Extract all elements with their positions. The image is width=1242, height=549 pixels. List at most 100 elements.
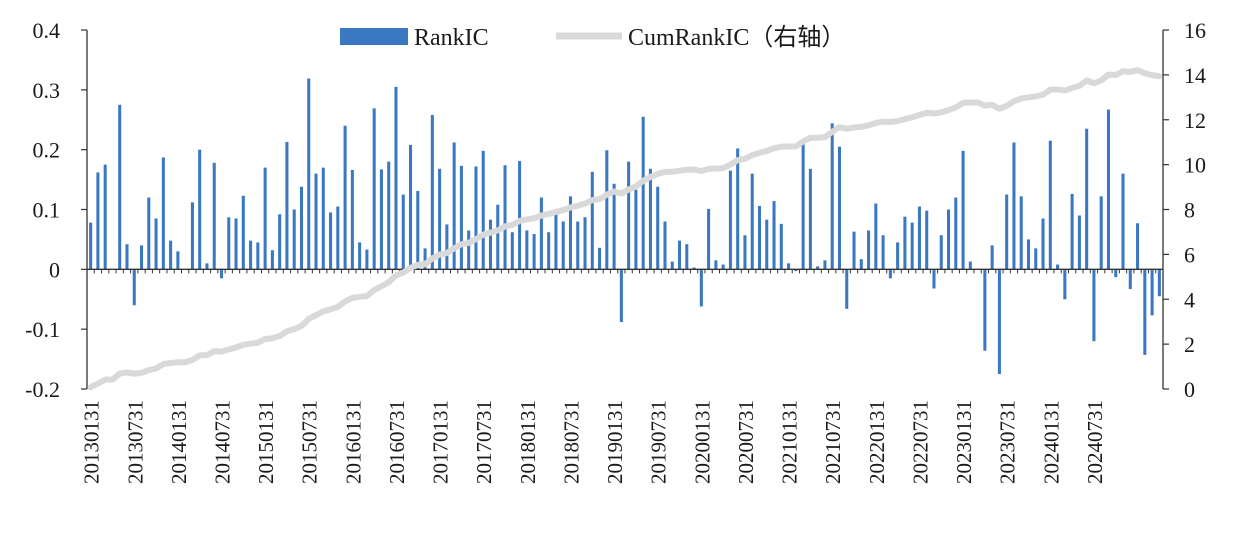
rankic-bar: [132, 269, 136, 306]
rankic-bar: [619, 269, 623, 322]
rankic-bar: [801, 138, 805, 270]
legend: RankIC CumRankIC（右轴）: [340, 24, 845, 51]
rankic-bar: [1092, 269, 1096, 342]
rankic-bar: [837, 146, 841, 270]
axes: [86, 30, 1164, 389]
x-tick-label: 20180131: [516, 400, 540, 484]
rankic-bar: [336, 206, 340, 270]
rankic-bar: [1041, 218, 1045, 270]
rankic-bar: [816, 266, 820, 270]
rankic-bar: [656, 186, 660, 270]
rankic-bar: [496, 204, 500, 270]
rankic-bar: [728, 170, 732, 270]
rankic-bar: [859, 259, 863, 270]
rankic-bar: [641, 116, 645, 270]
rankic-bar: [714, 260, 718, 270]
rankic-bar: [263, 167, 267, 270]
rankic-bar: [721, 264, 725, 270]
rankic-bar: [881, 235, 885, 270]
right-y-tick-label: 10: [1184, 153, 1206, 178]
rankic-bar: [823, 260, 827, 270]
rankic-bar: [968, 261, 972, 270]
left-y-ticks: 0.4 0.3 0.2 0.1 0 -0.1 -0.2: [25, 18, 87, 402]
rankic-bar: [89, 222, 93, 270]
rankic-bar: [190, 202, 194, 270]
rankic-bar: [1128, 269, 1132, 290]
rankic-bar: [808, 168, 812, 270]
rankic-bar: [961, 150, 965, 270]
rankic-bar: [612, 183, 616, 270]
x-tick-label: 20240731: [1083, 400, 1107, 484]
rankic-bar: [1063, 269, 1067, 300]
rankic-bar: [787, 263, 791, 270]
rankic-bar: [568, 196, 572, 270]
rankic-bar: [685, 244, 689, 270]
rankic-bar: [903, 216, 907, 270]
rankic-bar: [874, 203, 878, 270]
rankic-bar: [125, 244, 129, 270]
rankic-bar: [845, 269, 849, 309]
rankic-bar: [830, 123, 834, 270]
rankic-bar: [663, 221, 667, 270]
rankic-bar: [212, 162, 216, 270]
right-y-tick-label: 12: [1184, 108, 1206, 133]
rankic-bar: [430, 114, 434, 270]
x-tick-label: 20220131: [865, 400, 889, 484]
rankic-bar: [270, 250, 274, 270]
rankic-bar: [1048, 140, 1052, 270]
rankic-bar: [96, 172, 100, 270]
rankic-bar: [474, 166, 478, 270]
rankic-bar: [350, 170, 354, 270]
rankic-bar: [1085, 128, 1089, 270]
rankic-bar: [1034, 248, 1038, 270]
rankic-bar: [176, 251, 180, 270]
rankic-bar: [1114, 269, 1118, 278]
x-tick-label: 20230131: [952, 400, 976, 484]
rankic-bar: [525, 230, 529, 270]
rankic-bar: [510, 232, 514, 270]
cumrankic-line-layer: [87, 67, 1163, 391]
rankic-bar: [590, 171, 594, 270]
rankic-bar: [598, 247, 602, 270]
rankic-bar: [736, 148, 740, 270]
x-tick-label: 20200131: [690, 400, 714, 484]
rankic-bar: [772, 201, 776, 270]
rankic-bar: [358, 242, 362, 270]
rankic-bar: [932, 269, 936, 289]
rankic-bar: [278, 214, 282, 270]
rankic-bar: [867, 230, 871, 270]
rankic-bar: [1005, 194, 1009, 270]
rankic-bar: [1070, 193, 1074, 270]
rankic-bar: [416, 190, 420, 270]
rankic-bar: [1106, 109, 1110, 270]
rankic-bar: [692, 267, 696, 270]
rankic-bar: [925, 210, 929, 270]
rankic-bar: [467, 230, 471, 270]
rankic-bar: [379, 169, 383, 270]
x-tick-label: 20210731: [821, 400, 845, 484]
x-tick-label: 20160731: [385, 400, 409, 484]
rankic-bar: [365, 249, 369, 270]
rankic-bar: [205, 263, 209, 270]
rankic-bar: [997, 269, 1001, 375]
rankic-bar: [910, 222, 914, 270]
rankic-bar: [256, 242, 260, 270]
legend-label-rankic: RankIC: [414, 25, 489, 51]
rankic-bar: [445, 224, 449, 270]
rankic-bar: [219, 269, 224, 279]
right-y-ticks: 16 14 12 10 8 6 4 2 0: [1163, 18, 1206, 402]
rankic-bar: [779, 223, 783, 270]
rankic-bar: [299, 186, 303, 270]
rankic-bar: [103, 164, 107, 270]
rankic-bar: [1150, 269, 1154, 316]
rankic-bar: [234, 218, 238, 270]
x-ticks: 20130131 20130731 20140131 20140731 20150131…: [80, 400, 1107, 484]
rankic-bar: [627, 161, 631, 270]
x-tick-label: 20190131: [603, 400, 627, 484]
x-tick-label: 20210131: [778, 400, 802, 484]
left-y-tick-label: 0.2: [33, 138, 61, 163]
rankic-bar: [1099, 196, 1103, 270]
left-y-tick-label: -0.2: [25, 377, 60, 402]
x-tick-label: 20190731: [647, 400, 671, 484]
